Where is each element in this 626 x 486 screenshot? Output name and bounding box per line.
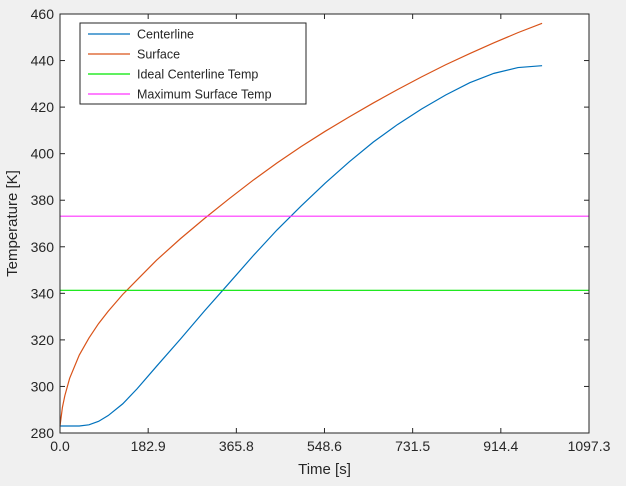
x-axis-label: Time [s] [298, 461, 351, 478]
x-tick-label: 548.6 [307, 438, 342, 454]
y-tick-label: 400 [31, 146, 55, 162]
y-tick-label: 460 [31, 6, 55, 22]
plot-lines [59, 22, 589, 427]
y-tick-label: 320 [31, 332, 55, 348]
y-axis-label: Temperature [K] [4, 170, 21, 277]
legend-label: Centerline [137, 28, 194, 42]
y-tick-label: 300 [31, 378, 55, 394]
series-line-surface [59, 22, 543, 427]
y-tick-label: 340 [31, 285, 55, 301]
x-tick-label: 1097.3 [568, 438, 611, 454]
x-axis: 0.0 182.9 365.8 548.6 731.5 914.4 1097.3 [50, 14, 611, 454]
x-tick-label: 182.9 [131, 438, 166, 454]
legend-label: Surface [137, 48, 180, 62]
y-axis: 280 300 320 340 360 380 400 420 440 460 [31, 6, 589, 441]
x-tick-label: 914.4 [483, 438, 518, 454]
y-tick-label: 440 [31, 53, 55, 69]
x-tick-label: 0.0 [50, 438, 70, 454]
x-tick-label: 365.8 [219, 438, 254, 454]
x-tick-label: 731.5 [395, 438, 430, 454]
y-tick-label: 380 [31, 192, 55, 208]
series-line-centerline [60, 65, 543, 427]
legend-label: Ideal Centerline Temp [137, 68, 258, 82]
y-tick-label: 420 [31, 99, 55, 115]
y-tick-label: 360 [31, 239, 55, 255]
legend: Centerline Surface Ideal Centerline Temp Ma… [79, 22, 307, 105]
y-tick-label: 280 [31, 425, 55, 441]
legend-box [79, 22, 307, 105]
legend-label: Maximum Surface Temp [137, 88, 272, 102]
